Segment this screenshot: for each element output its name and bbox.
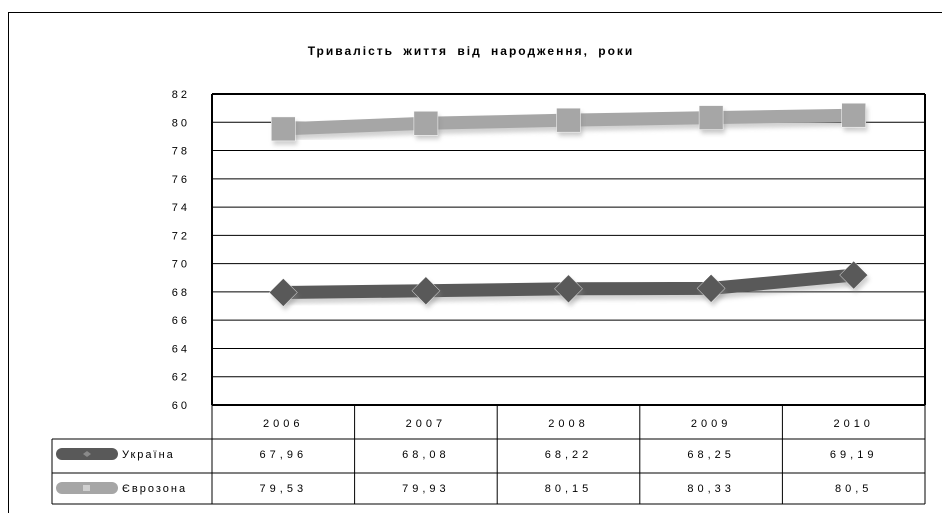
y-tick-label: 76 bbox=[172, 174, 190, 186]
data-value-label: 79,93 bbox=[402, 483, 450, 495]
category-label: 2006 bbox=[263, 418, 303, 430]
chart-title: Тривалість життя від народження, роки bbox=[307, 44, 635, 58]
square-marker bbox=[271, 116, 296, 142]
category-label: 2008 bbox=[548, 418, 588, 430]
y-tick-label: 82 bbox=[172, 89, 190, 101]
y-tick-label: 70 bbox=[172, 259, 190, 271]
gridlines bbox=[211, 93, 926, 406]
data-value-label: 68,08 bbox=[402, 449, 450, 461]
category-label: 2009 bbox=[691, 418, 731, 430]
square-marker bbox=[841, 102, 866, 128]
y-tick-label: 80 bbox=[172, 117, 190, 129]
square-marker bbox=[698, 105, 724, 130]
data-value-label: 67,96 bbox=[260, 449, 308, 461]
diamond-marker bbox=[839, 260, 869, 290]
y-tick-label: 78 bbox=[172, 146, 190, 158]
series-name: Єврозона bbox=[122, 483, 187, 495]
data-value-label: 80,5 bbox=[835, 483, 872, 495]
diamond-marker bbox=[411, 276, 441, 306]
series-layer bbox=[268, 102, 870, 311]
y-tick-label: 74 bbox=[172, 202, 190, 214]
frame-left-border bbox=[8, 12, 9, 513]
frame-top-border bbox=[8, 12, 942, 13]
series-name: Україна bbox=[122, 449, 175, 461]
y-tick-label: 64 bbox=[172, 343, 190, 355]
diamond-marker bbox=[268, 278, 298, 307]
y-tick-label: 68 bbox=[172, 287, 190, 299]
y-tick-label: 72 bbox=[172, 230, 190, 242]
y-tick-label: 66 bbox=[172, 315, 190, 327]
data-table: 2006 2007 2008 2009 2010 Україна 67,96 68,08 68,… bbox=[51, 404, 926, 505]
data-value-label: 68,25 bbox=[687, 449, 735, 461]
diamond-marker bbox=[554, 274, 583, 304]
category-label: 2007 bbox=[406, 418, 446, 430]
y-axis: 60 62 64 66 68 70 72 74 76 78 80 82 bbox=[172, 89, 190, 412]
y-tick-label: 62 bbox=[172, 372, 190, 384]
data-value-label: 69,19 bbox=[830, 449, 878, 461]
data-value-label: 80,33 bbox=[687, 483, 735, 495]
data-value-label: 68,22 bbox=[545, 449, 593, 461]
square-marker bbox=[413, 111, 439, 136]
data-value-label: 80,15 bbox=[545, 483, 593, 495]
diamond-marker bbox=[696, 274, 726, 303]
category-label: 2010 bbox=[833, 418, 873, 430]
data-value-label: 79,53 bbox=[260, 483, 308, 495]
legend-marker bbox=[83, 451, 91, 457]
y-tick-label: 60 bbox=[172, 400, 190, 412]
square-marker bbox=[556, 107, 581, 133]
legend-marker bbox=[83, 485, 90, 491]
